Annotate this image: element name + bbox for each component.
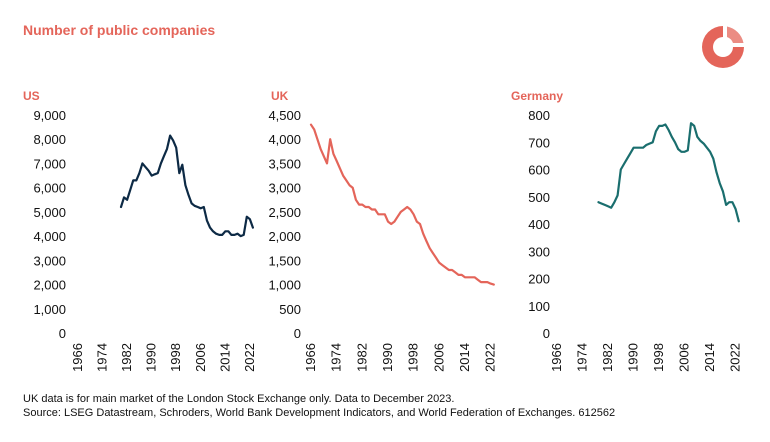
series-line <box>597 122 740 223</box>
y-tick-label: 0 <box>59 326 66 341</box>
x-tick-label: 2014 <box>457 343 472 372</box>
x-tick-label: 1998 <box>651 343 666 372</box>
y-tick-label: 1,000 <box>33 302 66 317</box>
series-line <box>119 134 254 238</box>
x-tick-label: 1982 <box>354 343 369 372</box>
y-tick-label: 4,500 <box>268 108 301 123</box>
footer-source: Source: LSEG Datastream, Schroders, Worl… <box>23 407 616 419</box>
y-tick-label: 100 <box>528 299 550 314</box>
footer-notes: UK data is for main market of the London… <box>23 392 615 420</box>
x-tick-label: 1982 <box>119 343 134 372</box>
y-tick-label: 0 <box>294 326 301 341</box>
x-tick-label: 2006 <box>193 343 208 372</box>
x-tick-label: 1990 <box>380 343 395 372</box>
panel-title: Germany <box>511 89 563 103</box>
y-tick-label: 500 <box>279 302 301 317</box>
y-tick-label: 7,000 <box>33 156 66 171</box>
y-tick-label: 300 <box>528 244 550 259</box>
y-tick-label: 3,000 <box>33 253 66 268</box>
panel-title: US <box>23 89 40 103</box>
y-tick-label: 2,000 <box>268 229 301 244</box>
ring-logo-icon <box>702 26 744 68</box>
y-tick-label: 4,000 <box>33 229 66 244</box>
y-tick-label: 8,000 <box>33 132 66 147</box>
y-tick-label: 5,000 <box>33 205 66 220</box>
y-tick-label: 3,000 <box>268 181 301 196</box>
x-tick-label: 2006 <box>431 343 446 372</box>
x-tick-label: 2022 <box>728 343 743 372</box>
x-tick-label: 1990 <box>144 343 159 372</box>
series-line <box>309 123 495 286</box>
y-tick-label: 600 <box>528 163 550 178</box>
y-tick-label: 200 <box>528 272 550 287</box>
y-tick-label: 6,000 <box>33 181 66 196</box>
x-tick-label: 1974 <box>95 343 110 372</box>
y-tick-label: 400 <box>528 217 550 232</box>
x-tick-label: 1966 <box>303 343 318 372</box>
footer-note: UK data is for main market of the London… <box>23 393 455 405</box>
x-tick-label: 2014 <box>217 343 232 372</box>
x-tick-label: 1998 <box>406 343 421 372</box>
x-tick-label: 1990 <box>626 343 641 372</box>
x-tick-label: 1966 <box>70 343 85 372</box>
y-tick-label: 1,000 <box>268 278 301 293</box>
y-tick-label: 2,000 <box>33 278 66 293</box>
x-tick-label: 2022 <box>242 343 257 372</box>
y-tick-label: 700 <box>528 135 550 150</box>
panel-title: UK <box>271 89 289 103</box>
x-tick-label: 1982 <box>600 343 615 372</box>
x-tick-label: 2006 <box>677 343 692 372</box>
page-title: Number of public companies <box>23 22 216 38</box>
y-tick-label: 0 <box>543 326 550 341</box>
y-tick-label: 9,000 <box>33 108 66 123</box>
x-tick-label: 1998 <box>168 343 183 372</box>
y-tick-label: 2,500 <box>268 205 301 220</box>
y-tick-label: 4,000 <box>268 132 301 147</box>
x-tick-label: 2014 <box>702 343 717 372</box>
y-tick-label: 500 <box>528 190 550 205</box>
y-tick-label: 1,500 <box>268 253 301 268</box>
x-tick-label: 1974 <box>329 343 344 372</box>
x-tick-label: 1974 <box>575 343 590 372</box>
x-tick-label: 1966 <box>549 343 564 372</box>
y-tick-label: 3,500 <box>268 156 301 171</box>
y-tick-label: 800 <box>528 108 550 123</box>
x-tick-label: 2022 <box>483 343 498 372</box>
charts-area: US 0 1,000 2,000 3,000 4,000 5,000 6,000 7,000 8,… <box>23 89 743 372</box>
